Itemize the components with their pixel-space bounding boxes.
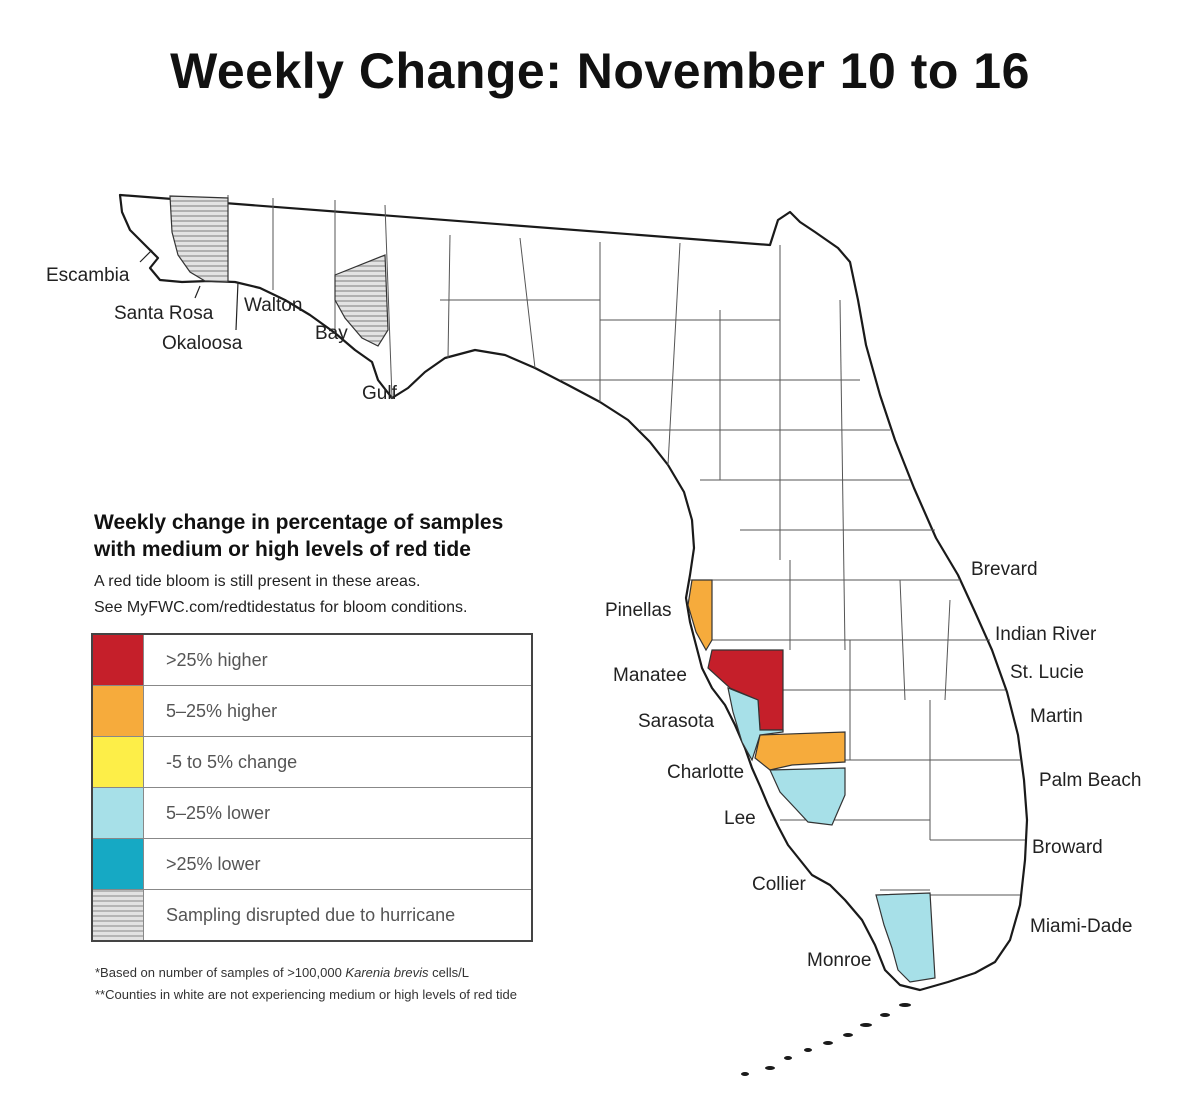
label-pinellas: Pinellas (605, 600, 672, 621)
legend-label: 5–25% lower (166, 803, 271, 823)
footnote-1-suffix: cells/L (428, 965, 469, 980)
footnote-2: **Counties in white are not experiencing… (95, 987, 518, 1002)
legend-subtitle-line2: See MyFWC.com/redtidestatus for bloom co… (94, 599, 468, 616)
legend-heading-line1: Weekly change in percentage of samples (94, 511, 504, 534)
label-sarasota: Sarasota (638, 711, 715, 732)
label-lee: Lee (724, 808, 756, 829)
footnote-1-prefix: *Based on number of samples of >100,000 (95, 965, 346, 980)
label-escambia: Escambia (46, 265, 130, 286)
footnote-1: *Based on number of samples of >100,000 … (95, 965, 469, 980)
county-bay-region (334, 254, 389, 347)
legend-label: >25% higher (166, 650, 268, 670)
legend-heading-line2: with medium or high levels of red tide (94, 538, 471, 561)
legend-label: >25% lower (166, 854, 261, 874)
label-monroe: Monroe (807, 950, 872, 971)
county-charlotte-region (754, 731, 846, 771)
legend-row-5-25-lower: 5–25% lower (93, 787, 531, 838)
label-charlotte: Charlotte (667, 762, 745, 783)
legend-heading: Weekly change in percentage of samples w… (94, 509, 614, 563)
legend-swatch-hatched (93, 890, 144, 940)
label-indian-river: Indian River (995, 624, 1097, 645)
legend-subtitle-line1: A red tide bloom is still present in the… (94, 573, 421, 590)
label-okaloosa: Okaloosa (162, 333, 243, 354)
label-leader-lines (139, 249, 239, 331)
legend-label: 5–25% higher (166, 701, 278, 721)
label-collier: Collier (752, 874, 806, 895)
legend-swatch-light-blue (93, 788, 144, 838)
footnote-1-species: Karenia brevis (345, 965, 429, 980)
legend-label: Sampling disrupted due to hurricane (166, 905, 456, 925)
label-st-lucie: St. Lucie (1010, 662, 1084, 683)
legend-swatch-teal (93, 839, 144, 889)
label-miami-dade: Miami-Dade (1030, 916, 1133, 937)
label-brevard: Brevard (971, 559, 1038, 580)
legend-row-5-25-higher: 5–25% higher (93, 685, 531, 736)
county-monroe-region (875, 892, 936, 983)
map-title: Weekly Change: November 10 to 16 (170, 43, 1030, 99)
county-lee-region (769, 767, 846, 826)
legend-row-gt25-higher: >25% higher (93, 635, 531, 685)
label-bay: Bay (315, 323, 348, 344)
legend-table: >25% higher 5–25% higher -5 to 5% change… (91, 633, 533, 942)
florida-keys (741, 1003, 911, 1076)
legend-subtitle: A red tide bloom is still present in the… (94, 569, 614, 621)
label-walton: Walton (244, 295, 303, 316)
label-palm-beach: Palm Beach (1039, 770, 1142, 791)
legend-row-hurricane: Sampling disrupted due to hurricane (93, 889, 531, 940)
label-martin: Martin (1030, 706, 1083, 727)
legend-swatch-red (93, 635, 144, 685)
label-manatee: Manatee (613, 665, 687, 686)
county-sarasota-region (727, 687, 784, 762)
legend-row-no-change: -5 to 5% change (93, 736, 531, 787)
legend-row-gt25-lower: >25% lower (93, 838, 531, 889)
legend-label: -5 to 5% change (166, 752, 298, 772)
legend-swatch-yellow (93, 737, 144, 787)
legend-swatch-orange (93, 686, 144, 736)
county-okaloosa-region (169, 195, 229, 283)
label-santa-rosa: Santa Rosa (114, 303, 214, 324)
label-broward: Broward (1032, 837, 1103, 858)
label-gulf: Gulf (362, 383, 397, 404)
county-pinellas-region (687, 579, 713, 652)
